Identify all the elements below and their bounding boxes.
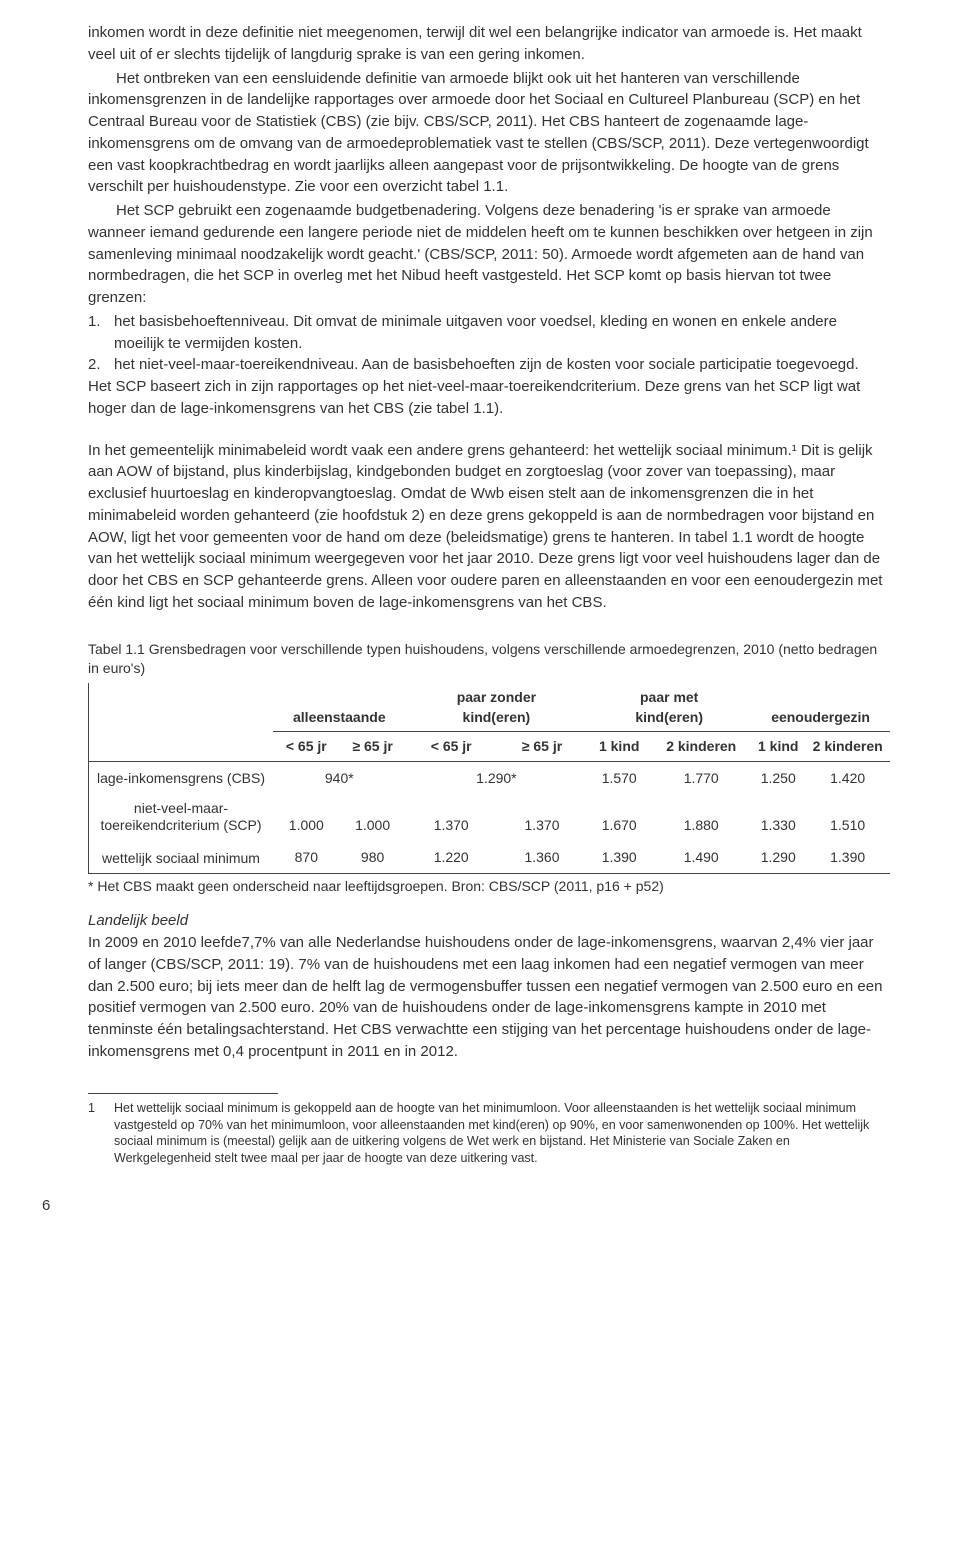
footnote-text: Het wettelijk sociaal minimum is gekoppe… (114, 1100, 890, 1168)
table-cell: 1.290* (406, 761, 588, 794)
table-cell: 1.420 (805, 761, 890, 794)
table-header: paar zonder kind(eren) (406, 683, 588, 732)
table-cell: 980 (340, 841, 406, 874)
list-text: het basisbehoeftenniveau. Dit omvat de m… (110, 311, 890, 355)
paragraph: inkomen wordt in deze definitie niet mee… (88, 22, 890, 66)
table-cell: 870 (273, 841, 340, 874)
row-label: lage-inkomensgrens (CBS) (89, 761, 274, 794)
table-cell: 1.250 (751, 761, 805, 794)
table-footnote: * Het CBS maakt geen onderscheid naar le… (88, 876, 890, 896)
paragraph: In 2009 en 2010 leefde7,7% van alle Nede… (88, 932, 890, 1063)
spacer (88, 422, 890, 440)
table-header-blank (89, 732, 274, 761)
row-label: wettelijk sociaal minimum (89, 841, 274, 874)
row-label: niet-veel-maar-toereikendcriterium (SCP) (89, 794, 274, 841)
paragraph: Het ontbreken van een eensluidende defin… (88, 68, 890, 199)
table-subheader-row: < 65 jr ≥ 65 jr < 65 jr ≥ 65 jr 1 kind 2… (89, 732, 891, 761)
table-header-row: alleenstaande paar zonder kind(eren) paa… (89, 683, 891, 732)
table-subheader: ≥ 65 jr (497, 732, 587, 761)
table-subheader: 2 kinderen (651, 732, 751, 761)
table-subheader: < 65 jr (273, 732, 340, 761)
footnote-number: 1 (88, 1100, 114, 1168)
table-row: niet-veel-maar-toereikendcriterium (SCP)… (89, 794, 891, 841)
table-cell: 1.510 (805, 794, 890, 841)
footnote: 1 Het wettelijk sociaal minimum is gekop… (88, 1100, 890, 1168)
section-heading: Landelijk beeld (88, 910, 890, 932)
table-cell: 1.330 (751, 794, 805, 841)
threshold-table: alleenstaande paar zonder kind(eren) paa… (88, 683, 890, 874)
table-cell: 1.370 (497, 794, 587, 841)
list-item: 2. het niet-veel-maar-toereikendniveau. … (88, 354, 890, 376)
paragraph: Het SCP baseert zich in zijn rapportages… (88, 376, 890, 420)
table-cell: 1.770 (651, 761, 751, 794)
list-item: 1. het basisbehoeftenniveau. Dit omvat d… (88, 311, 890, 355)
list-text: het niet-veel-maar-toereikendniveau. Aan… (110, 354, 890, 376)
table-header-blank (89, 683, 274, 732)
table-cell: 1.000 (340, 794, 406, 841)
table-cell: 1.570 (587, 761, 651, 794)
table-subheader: 2 kinderen (805, 732, 890, 761)
table-cell: 1.220 (406, 841, 497, 874)
table-subheader: 1 kind (587, 732, 651, 761)
table-header: alleenstaande (273, 683, 406, 732)
table-cell: 1.370 (406, 794, 497, 841)
table-subheader: 1 kind (751, 732, 805, 761)
table-subheader: ≥ 65 jr (340, 732, 406, 761)
list-number: 2. (88, 354, 110, 376)
paragraph: In het gemeentelijk minimabeleid wordt v… (88, 440, 890, 614)
table-row: wettelijk sociaal minimum 870 980 1.220 … (89, 841, 891, 874)
table-cell: 1.290 (751, 841, 805, 874)
list-number: 1. (88, 311, 110, 355)
page: inkomen wordt in deze definitie niet mee… (0, 0, 960, 1247)
table-cell: 1.670 (587, 794, 651, 841)
table-cell: 1.880 (651, 794, 751, 841)
table-cell: 1.000 (273, 794, 340, 841)
table-subheader: < 65 jr (406, 732, 497, 761)
table-cell: 940* (273, 761, 406, 794)
table-header: eenoudergezin (751, 683, 890, 732)
table-row: lage-inkomensgrens (CBS) 940* 1.290* 1.5… (89, 761, 891, 794)
table-cell: 1.390 (805, 841, 890, 874)
table-header: paar met kind(eren) (587, 683, 751, 732)
footnote-rule (88, 1093, 278, 1094)
table-cell: 1.490 (651, 841, 751, 874)
spacer (88, 616, 890, 634)
table-title: Tabel 1.1 Grensbedragen voor verschillen… (88, 640, 890, 679)
table-cell: 1.360 (497, 841, 587, 874)
paragraph: Het SCP gebruikt een zogenaamde budgetbe… (88, 200, 890, 309)
table-cell: 1.390 (587, 841, 651, 874)
page-number: 6 (42, 1195, 890, 1217)
